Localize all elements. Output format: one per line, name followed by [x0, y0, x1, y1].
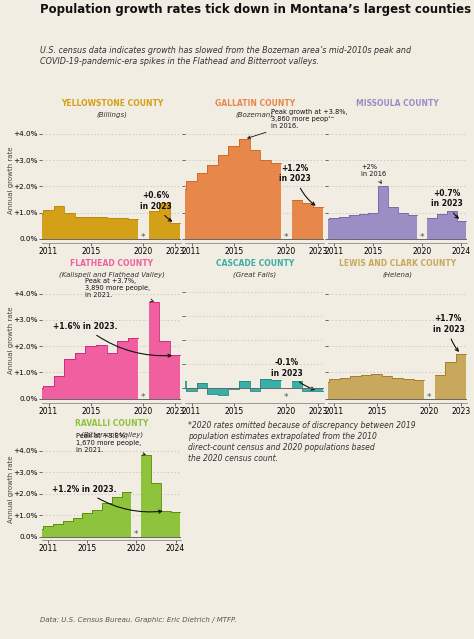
Text: *2020 rates omitted because of discrepancy between 2019
population estimates ext: *2020 rates omitted because of discrepan…	[188, 421, 416, 463]
Text: *: *	[141, 233, 146, 242]
Text: +1.7%
in 2023: +1.7% in 2023	[432, 314, 464, 351]
Text: Annual growth rate: Annual growth rate	[9, 455, 14, 523]
Text: +2%
in 2016: +2% in 2016	[362, 164, 387, 183]
Text: Peak growth at +3.8%,
3,860 more people,
in 2016.: Peak growth at +3.8%, 3,860 more people,…	[248, 109, 347, 139]
Text: *: *	[420, 233, 425, 242]
Text: *: *	[284, 392, 289, 402]
Text: Peak at +3.7%,
3,890 more people,
in 2021.: Peak at +3.7%, 3,890 more people, in 202…	[85, 277, 154, 302]
Text: +0.7%
in 2023: +0.7% in 2023	[431, 189, 463, 218]
Text: (Bitterroot Valley): (Bitterroot Valley)	[81, 431, 143, 438]
Text: +1.2% in 2023.: +1.2% in 2023.	[52, 485, 162, 513]
Text: (Bozeman): (Bozeman)	[236, 112, 274, 118]
Text: FLATHEAD COUNTY: FLATHEAD COUNTY	[70, 259, 153, 268]
Text: Data: U.S. Census Bureau. Graphic: Eric Dietrich / MTFP.: Data: U.S. Census Bureau. Graphic: Eric …	[40, 617, 237, 623]
Text: +1.2%
in 2023: +1.2% in 2023	[279, 164, 315, 205]
Text: +1.6% in 2023.: +1.6% in 2023.	[53, 322, 171, 357]
Text: Annual growth rate: Annual growth rate	[9, 147, 14, 214]
Text: (Helena): (Helena)	[383, 272, 413, 278]
Text: -0.1%
in 2023: -0.1% in 2023	[271, 358, 314, 390]
Text: Annual growth rate: Annual growth rate	[9, 307, 14, 374]
Text: U.S. census data indicates growth has slowed from the Bozeman area’s mid-2010s p: U.S. census data indicates growth has sl…	[40, 46, 411, 66]
Text: CASCADE COUNTY: CASCADE COUNTY	[216, 259, 294, 268]
Text: Population growth rates tick down in Montana’s largest counties: Population growth rates tick down in Mon…	[40, 3, 472, 16]
Text: LEWIS AND CLARK COUNTY: LEWIS AND CLARK COUNTY	[339, 259, 456, 268]
Text: (Great Falls): (Great Falls)	[233, 272, 276, 278]
Text: *: *	[141, 392, 146, 401]
Text: GALLATIN COUNTY: GALLATIN COUNTY	[215, 100, 295, 109]
Text: *: *	[427, 392, 432, 401]
Text: YELLOWSTONE COUNTY: YELLOWSTONE COUNTY	[61, 100, 163, 109]
Text: (Billings): (Billings)	[96, 112, 127, 118]
Text: +0.6%
in 2023: +0.6% in 2023	[140, 191, 172, 221]
Text: RAVALLI COUNTY: RAVALLI COUNTY	[75, 419, 148, 428]
Text: (Kalispell and Flathead Valley): (Kalispell and Flathead Valley)	[59, 272, 165, 278]
Text: Peak at +3.8%,
1,670 more people,
in 2021.: Peak at +3.8%, 1,670 more people, in 202…	[75, 433, 145, 455]
Text: MISSOULA COUNTY: MISSOULA COUNTY	[356, 100, 439, 109]
Text: *: *	[134, 530, 138, 539]
Text: *: *	[284, 233, 289, 242]
